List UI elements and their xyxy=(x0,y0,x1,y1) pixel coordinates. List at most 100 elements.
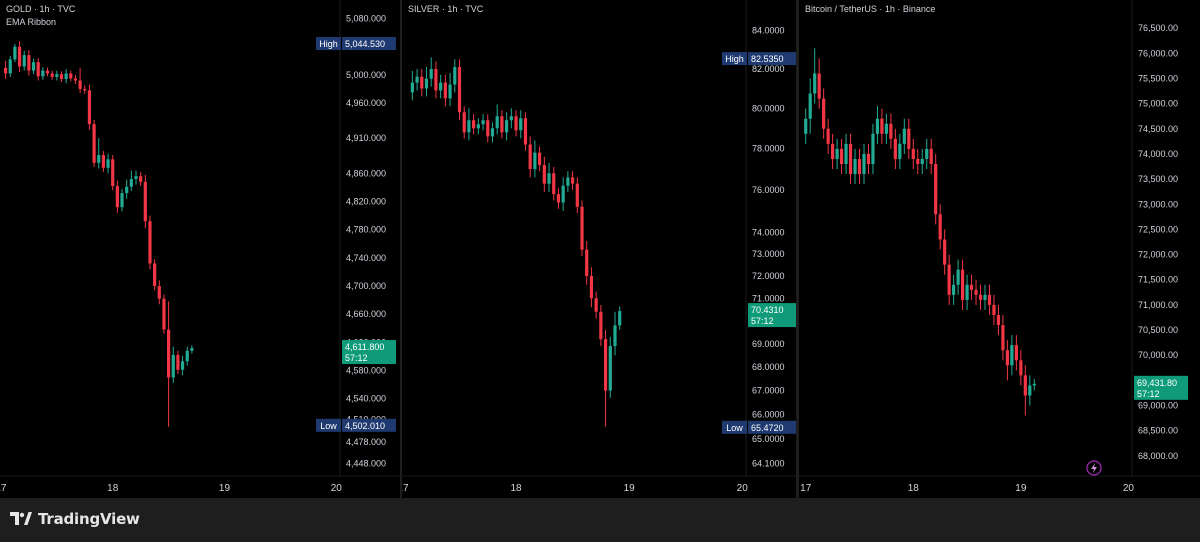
silver-y-tick-label: 76.0000 xyxy=(752,185,785,195)
tradingview-logo[interactable]: TradingView xyxy=(10,510,140,528)
btc-candle-body xyxy=(1032,383,1036,386)
silver-y-tick-label: 66.0000 xyxy=(752,410,785,420)
btc-y-tick-label: 72,500.00 xyxy=(1138,224,1178,234)
btc-candle-body xyxy=(911,148,915,159)
btc-candle-body xyxy=(1001,325,1005,351)
silver-candle-body xyxy=(533,152,537,170)
gold-high-label: 5,044.530 High xyxy=(316,37,396,51)
btc-candle-body xyxy=(804,118,808,134)
btc-candle-body xyxy=(969,284,974,290)
silver-last-price-label-countdown: 57:12 xyxy=(751,316,774,326)
gold-y-tick-label: 4,820.000 xyxy=(346,197,386,207)
btc-candle-body xyxy=(987,294,992,305)
btc-candle-body xyxy=(965,284,969,300)
gold-y-tick-label: 4,448.000 xyxy=(346,458,386,468)
gold-candle-body xyxy=(148,221,152,264)
silver-candle-body xyxy=(424,78,429,89)
silver-candle-body xyxy=(439,82,443,91)
gold-low-label-value: 4,502.010 xyxy=(345,421,385,431)
gold-chart-panel[interactable]: 5,080.000 5,000.000 4,960.000 4,910.000 4,86… xyxy=(0,0,400,498)
silver-candle-body xyxy=(415,76,419,83)
silver-low-label: 65.4720 Low xyxy=(722,420,796,434)
gold-y-tick-label: 4,478.000 xyxy=(346,437,386,447)
silver-candle-body xyxy=(476,124,480,129)
silver-candle-body xyxy=(486,120,490,137)
gold-y-tick-label: 4,740.000 xyxy=(346,253,386,263)
silver-y-tick-label: 65.0000 xyxy=(752,434,785,444)
btc-last-price-label-box xyxy=(1134,375,1188,400)
gold-high-label-value: 5,044.530 xyxy=(345,39,385,49)
btc-candle-body xyxy=(978,294,983,300)
lightning-icon[interactable] xyxy=(1086,460,1102,476)
gold-y-tick-label: 5,080.000 xyxy=(346,14,386,24)
gold-x-tick-label: 19 xyxy=(219,483,231,494)
btc-candle-body xyxy=(983,294,987,300)
silver-chart-title: SILVER · 1h · TVC xyxy=(408,4,484,14)
btc-candle-body xyxy=(871,133,875,164)
silver-y-tick-label: 72.0000 xyxy=(752,271,785,281)
gold-candle-body xyxy=(106,159,110,168)
silver-candle-body xyxy=(575,183,579,207)
silver-high-label-box xyxy=(748,52,796,66)
btc-x-tick-label: 20 xyxy=(1123,483,1135,494)
silver-candle-body xyxy=(547,173,551,184)
btc-candle-body xyxy=(934,164,938,215)
btc-y-tick-label: 76,500.00 xyxy=(1138,23,1178,33)
gold-candle-body xyxy=(111,159,115,187)
gold-candle-body xyxy=(22,55,26,67)
silver-candle-body xyxy=(519,118,523,131)
gold-y-tick-label: 4,780.000 xyxy=(346,225,386,235)
btc-y-tick-label: 74,000.00 xyxy=(1138,149,1178,159)
silver-candle-body xyxy=(457,67,462,113)
silver-high-label-value: 82.5350 xyxy=(751,54,784,64)
silver-low-label-tag-box xyxy=(722,420,747,434)
btc-y-tick-label: 73,000.00 xyxy=(1138,199,1178,209)
gold-candle-body xyxy=(101,155,105,168)
gold-candle-body xyxy=(97,155,101,163)
silver-candle-body xyxy=(542,164,546,184)
btc-candle-body xyxy=(902,128,906,144)
silver-x-tick-label: 17 xyxy=(402,483,409,494)
gold-candle-body xyxy=(92,124,96,163)
btc-candle-body xyxy=(947,264,951,295)
btc-candle-body xyxy=(826,128,830,144)
btc-candle-body xyxy=(974,289,978,295)
gold-low-label-box xyxy=(342,418,396,432)
btc-candle-body xyxy=(907,128,911,149)
gold-last-price-label-value: 4,611.800 xyxy=(345,342,384,352)
btc-candle-body xyxy=(862,153,866,175)
silver-candle-body xyxy=(500,116,504,133)
silver-candle-body xyxy=(443,82,447,99)
silver-candle-body xyxy=(505,120,509,133)
silver-candle-body xyxy=(538,152,542,165)
gold-y-tick-label: 4,860.000 xyxy=(346,168,386,178)
gold-x-tick-label: 18 xyxy=(107,483,119,494)
btc-y-tick-label: 70,500.00 xyxy=(1138,325,1178,335)
btc-candle-body xyxy=(813,73,817,94)
gold-candle-body xyxy=(83,88,87,91)
gold-low-label-tag: Low xyxy=(320,421,337,431)
silver-candle-body xyxy=(514,116,518,131)
silver-chart-panel[interactable]: 84.0000 82.0000 80.0000 78.0000 76.0000 74.00… xyxy=(402,0,796,498)
btc-chart-panel[interactable]: 76,500.00 76,000.00 75,500.00 75,000.00 74,5… xyxy=(799,0,1200,498)
btc-candles xyxy=(804,48,1036,416)
gold-candle-body xyxy=(87,90,92,125)
btc-candle-body xyxy=(893,138,897,159)
gold-candle-body xyxy=(3,67,8,74)
gold-y-tick-label: 4,580.000 xyxy=(346,365,386,375)
btc-y-tick-label: 71,000.00 xyxy=(1138,300,1178,310)
btc-candle-body xyxy=(1019,360,1023,376)
btc-candle-body xyxy=(880,118,884,134)
silver-candle-body xyxy=(561,185,565,203)
btc-candle-body xyxy=(943,239,947,265)
gold-indicator-label[interactable]: EMA Ribbon xyxy=(6,17,56,27)
btc-candle-body xyxy=(898,143,902,159)
gold-candle-body xyxy=(115,186,119,208)
silver-y-tick-label: 71.0000 xyxy=(752,293,785,303)
silver-y-tick-label: 84.0000 xyxy=(752,26,785,36)
btc-candle-body xyxy=(822,98,826,129)
silver-candle-body xyxy=(453,67,457,85)
silver-candle-body xyxy=(434,68,438,91)
